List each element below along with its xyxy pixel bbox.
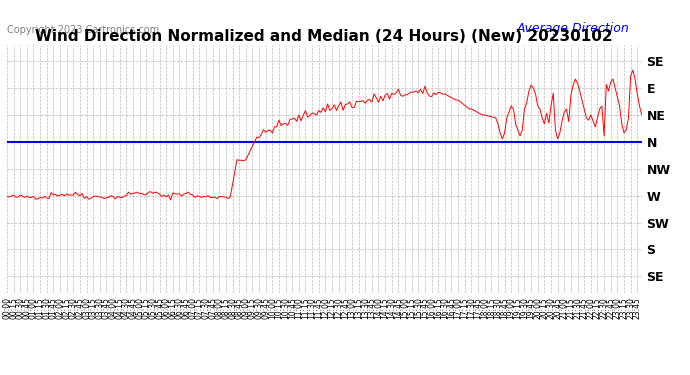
Text: Average Direction: Average Direction [516,22,629,35]
Title: Wind Direction Normalized and Median (24 Hours) (New) 20230102: Wind Direction Normalized and Median (24… [35,29,613,44]
Text: Copyright 2023 Cartronics.com: Copyright 2023 Cartronics.com [7,25,159,35]
